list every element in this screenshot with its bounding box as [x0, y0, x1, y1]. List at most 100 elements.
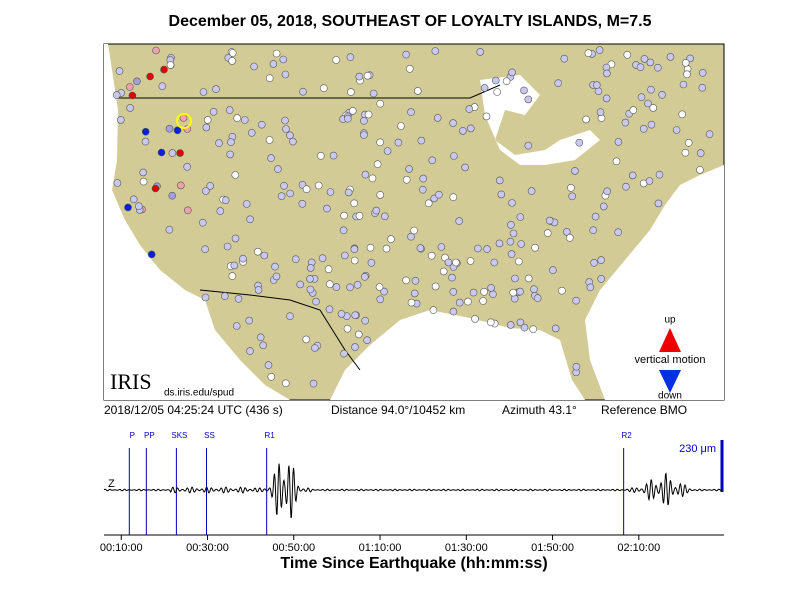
- down-arrow: [659, 370, 681, 393]
- station: [141, 137, 150, 146]
- station: [267, 154, 275, 162]
- station: [602, 94, 611, 103]
- station: [291, 255, 300, 264]
- station: [361, 316, 370, 325]
- station: [508, 199, 516, 207]
- station: [524, 274, 533, 283]
- station: [368, 174, 377, 183]
- station: [554, 79, 563, 87]
- station: [128, 91, 137, 100]
- station: [373, 160, 382, 168]
- station: [113, 179, 122, 187]
- station: [184, 206, 192, 215]
- station: [567, 184, 575, 192]
- station: [448, 273, 456, 282]
- station: [117, 116, 125, 124]
- station: [232, 322, 241, 330]
- station: [705, 130, 714, 138]
- station: [281, 379, 290, 388]
- station: [299, 87, 307, 96]
- station: [256, 333, 265, 342]
- station: [495, 239, 504, 248]
- x-tick-label: 02:10:00: [617, 542, 660, 554]
- station: [311, 344, 319, 352]
- x-axis-title: Time Since Earthquake (hh:mm:ss): [280, 555, 547, 572]
- pacific-ocean: [104, 44, 290, 400]
- station: [271, 262, 279, 271]
- station: [511, 274, 519, 283]
- station: [259, 341, 268, 350]
- station: [221, 292, 229, 300]
- x-tick-label: 00:30:00: [186, 542, 229, 554]
- station: [168, 191, 176, 200]
- url: ds.iris.edu/spud: [164, 388, 234, 399]
- x-tick-label: 01:50:00: [531, 542, 574, 554]
- station: [683, 70, 691, 79]
- station: [681, 59, 690, 67]
- station: [226, 150, 234, 159]
- station: [450, 152, 458, 160]
- up-arrow: [659, 328, 681, 352]
- station: [344, 188, 353, 197]
- station: [296, 280, 305, 289]
- station: [329, 151, 338, 160]
- station: [439, 267, 448, 276]
- station: [502, 77, 511, 85]
- station: [506, 321, 515, 329]
- station: [126, 83, 134, 91]
- great-lakes: [480, 75, 600, 165]
- station: [666, 53, 675, 61]
- station: [280, 182, 288, 190]
- station: [530, 285, 538, 294]
- station: [599, 202, 608, 211]
- station: [655, 170, 664, 179]
- station: [202, 123, 211, 132]
- station: [183, 163, 191, 171]
- station: [644, 99, 652, 108]
- station: [614, 138, 623, 146]
- station: [286, 312, 294, 321]
- station: [360, 117, 368, 125]
- station: [363, 71, 372, 80]
- station: [202, 187, 210, 195]
- station: [465, 105, 474, 113]
- station: [672, 126, 681, 134]
- legend-label: vertical motion: [635, 354, 706, 366]
- station: [487, 284, 495, 292]
- station: [272, 272, 281, 281]
- station: [360, 272, 369, 281]
- station: [402, 276, 410, 285]
- phase-label: P: [130, 431, 135, 440]
- station: [351, 343, 359, 351]
- station: [516, 287, 524, 296]
- station: [272, 49, 281, 58]
- station: [545, 216, 554, 225]
- channel: Z: [108, 478, 115, 490]
- station: [157, 148, 166, 157]
- station: [376, 138, 384, 147]
- station: [571, 167, 579, 175]
- station: [490, 258, 499, 267]
- station: [324, 265, 333, 274]
- border: [118, 84, 501, 99]
- station: [444, 258, 453, 267]
- station: [151, 184, 160, 193]
- station: [212, 85, 220, 93]
- info-distance: Distance 94.0°/10452 km: [331, 403, 465, 417]
- station: [350, 256, 359, 265]
- station: [176, 149, 184, 157]
- station: [387, 235, 395, 243]
- station: [126, 104, 134, 112]
- station: [405, 165, 413, 173]
- station: [372, 206, 381, 215]
- gulf-of-mexico: [330, 310, 585, 400]
- station: [437, 243, 446, 251]
- station: [363, 336, 371, 345]
- station: [696, 149, 705, 157]
- station: [343, 324, 352, 333]
- station: [479, 297, 487, 305]
- station: [646, 58, 655, 67]
- logo: IRIS: [110, 369, 152, 394]
- station: [199, 88, 208, 96]
- station: [455, 298, 464, 307]
